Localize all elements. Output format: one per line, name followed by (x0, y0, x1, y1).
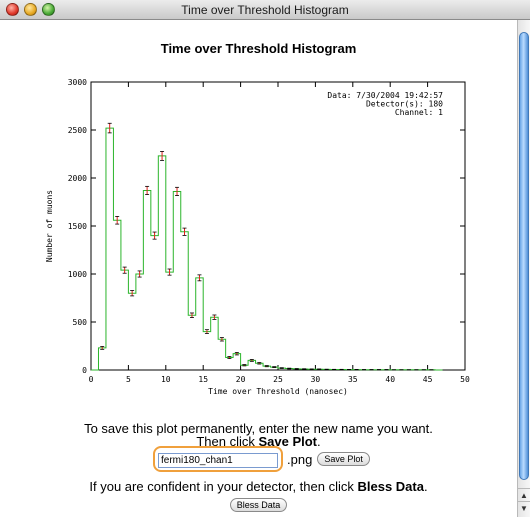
bless-button-wrap: Bless Data (0, 495, 517, 513)
filename-focus-ring (153, 446, 283, 472)
save-instruction-suffix: . (317, 434, 321, 449)
histogram-chart: 0 5 10 15 20 25 30 35 40 45 5005001000150020002500… (45, 78, 470, 396)
save-instruction-bold: Save Plot (258, 434, 318, 449)
x-tick-label: 30 (311, 375, 321, 384)
x-tick-label: 40 (385, 375, 395, 384)
save-instruction: To save this plot permanently, enter the… (84, 421, 433, 436)
zoom-window-icon[interactable] (42, 3, 55, 16)
vertical-scrollbar[interactable]: ▲ ▼ (517, 20, 530, 517)
histogram-series-line (91, 127, 443, 371)
x-tick-label: 0 (89, 375, 94, 384)
x-axis-label: Time over Threshold (nanosec) (208, 387, 348, 396)
window-titlebar: Time over Threshold Histogram (0, 0, 530, 20)
save-instruction-2: Then click Save Plot. (0, 435, 517, 449)
window-title: Time over Threshold Histogram (181, 3, 349, 17)
x-tick-label: 5 (126, 375, 131, 384)
plot-info-line: Data: 7/30/2004 19:42:57 (327, 91, 443, 100)
y-tick-label: 2500 (68, 126, 87, 135)
y-axis-label: Number of muons (45, 190, 54, 262)
close-window-icon[interactable] (6, 3, 19, 16)
plot-frame (90, 81, 466, 371)
minimize-window-icon[interactable] (24, 3, 37, 16)
scroll-down-arrow-icon[interactable]: ▼ (518, 501, 530, 514)
plot-title: Time over Threshold Histogram (160, 41, 357, 56)
y-tick-label: 3000 (68, 78, 87, 87)
bless-data-button[interactable]: Bless Data (229, 498, 288, 512)
x-tick-label: 25 (273, 375, 283, 384)
y-tick-label: 500 (73, 318, 88, 327)
y-tick-label: 2000 (68, 174, 87, 183)
y-tick-label: 0 (82, 366, 87, 375)
bless-instruction-prefix: If you are confident in your detector, t… (89, 479, 358, 494)
x-tick-label: 10 (161, 375, 171, 384)
x-tick-label: 50 (460, 375, 470, 384)
save-plot-button[interactable]: Save Plot (317, 452, 370, 466)
x-tick-label: 15 (198, 375, 208, 384)
y-tick-label: 1500 (68, 222, 87, 231)
x-tick-label: 45 (423, 375, 433, 384)
save-row: .png Save Plot (153, 446, 370, 472)
bless-instruction-suffix: . (423, 479, 428, 494)
bless-instruction: If you are confident in your detector, t… (0, 479, 517, 494)
plot-info-line: Detector(s): 180 (366, 100, 443, 109)
plot-info-line: Channel: 1 (395, 108, 443, 117)
scroll-up-arrow-icon[interactable]: ▲ (518, 488, 530, 501)
file-extension: .png (287, 451, 313, 467)
scrollbar-thumb[interactable] (519, 32, 529, 480)
page-content: Time over Threshold Histogram 0 5 10 15 20 25… (0, 20, 517, 517)
x-tick-label: 20 (236, 375, 246, 384)
bless-instruction-bold: Bless Data (357, 479, 424, 494)
save-instruction-prefix: Then click (196, 434, 259, 449)
x-tick-label: 35 (348, 375, 358, 384)
filename-input[interactable] (158, 453, 278, 468)
y-tick-label: 1000 (68, 270, 87, 279)
